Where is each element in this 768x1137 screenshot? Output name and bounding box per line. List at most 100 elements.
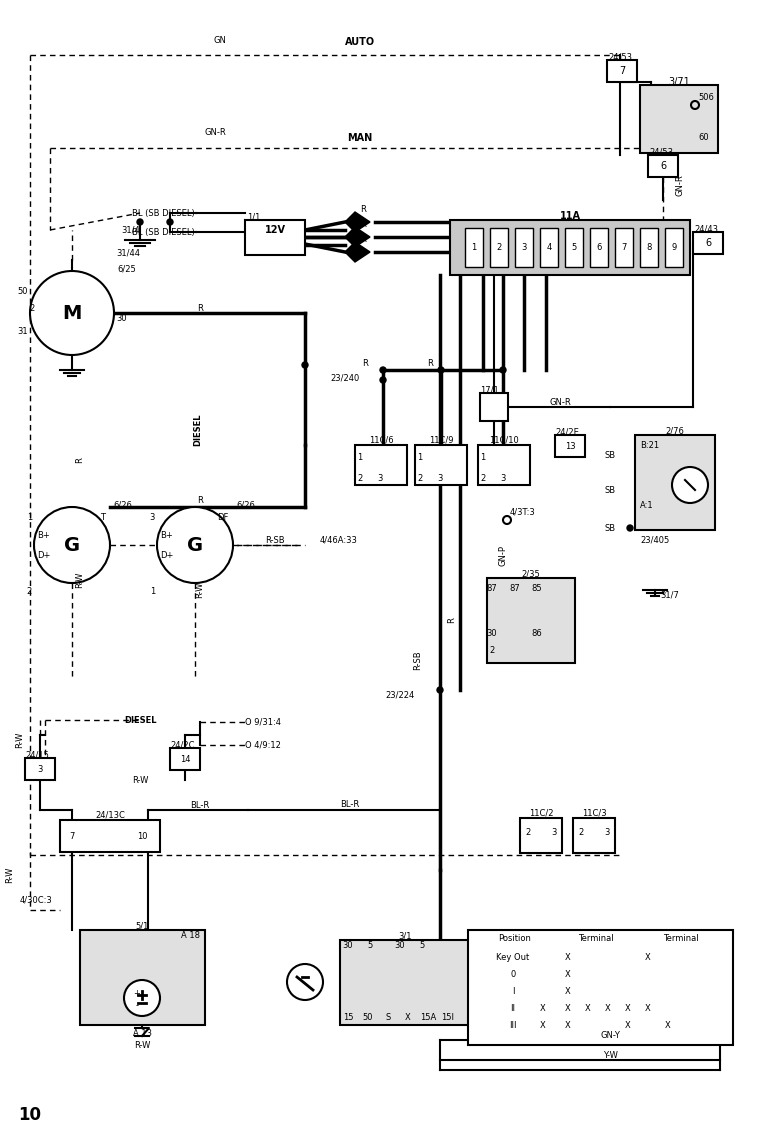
Bar <box>648 155 678 177</box>
Text: 85: 85 <box>531 583 542 592</box>
Text: 11C/3: 11C/3 <box>581 808 606 818</box>
Bar <box>540 229 558 267</box>
Text: 6: 6 <box>596 243 601 252</box>
Text: 3: 3 <box>150 513 155 522</box>
Text: 11C/6: 11C/6 <box>369 435 393 445</box>
Text: X: X <box>565 987 571 996</box>
Text: 1/1: 1/1 <box>247 213 260 222</box>
Text: R-W: R-W <box>5 866 15 883</box>
Text: 13: 13 <box>564 441 575 450</box>
Circle shape <box>157 507 233 583</box>
Text: 30: 30 <box>395 940 406 949</box>
Bar <box>693 232 723 254</box>
Text: DIESEL: DIESEL <box>124 715 156 724</box>
Circle shape <box>437 687 443 692</box>
Bar <box>450 219 690 275</box>
Bar <box>487 578 575 663</box>
Text: 3: 3 <box>500 473 505 482</box>
Text: 24/2E: 24/2E <box>555 428 579 437</box>
Polygon shape <box>345 211 370 232</box>
Text: S: S <box>386 1013 391 1021</box>
Text: BL (SB DIESEL): BL (SB DIESEL) <box>132 208 195 217</box>
Text: 50: 50 <box>362 1013 373 1021</box>
Text: R-SB: R-SB <box>265 536 285 545</box>
Text: X: X <box>645 1004 650 1013</box>
Text: +: + <box>134 988 141 997</box>
Polygon shape <box>345 227 370 247</box>
Text: 30: 30 <box>116 314 127 323</box>
Circle shape <box>438 367 444 373</box>
Text: 12V: 12V <box>264 225 286 235</box>
Text: R: R <box>360 219 366 229</box>
Text: 2: 2 <box>496 243 502 252</box>
Text: 6: 6 <box>660 161 666 171</box>
Text: 17/1: 17/1 <box>480 385 498 395</box>
Text: R: R <box>427 358 433 367</box>
Bar <box>355 445 407 485</box>
Text: 3/71: 3/71 <box>668 77 690 88</box>
Text: O 4/9:12: O 4/9:12 <box>245 740 281 749</box>
Text: X: X <box>565 953 571 962</box>
Text: 7: 7 <box>619 66 625 76</box>
Text: R: R <box>197 304 203 313</box>
Text: 5: 5 <box>571 243 577 252</box>
Text: R: R <box>197 496 203 505</box>
Text: 2/35: 2/35 <box>521 570 541 579</box>
Text: 3: 3 <box>604 828 610 837</box>
Text: B+: B+ <box>37 531 50 539</box>
Text: GN: GN <box>214 35 227 44</box>
Text: R-W: R-W <box>75 572 84 588</box>
Text: 30: 30 <box>487 629 498 638</box>
Text: 86: 86 <box>531 629 542 638</box>
Text: 2: 2 <box>417 473 422 482</box>
Text: 24/13C: 24/13C <box>95 811 125 820</box>
Bar <box>665 229 683 267</box>
Text: 3: 3 <box>437 473 442 482</box>
Text: 3: 3 <box>521 243 527 252</box>
Text: 31: 31 <box>18 326 28 335</box>
Text: X: X <box>406 1013 411 1021</box>
Bar <box>640 229 658 267</box>
Text: G: G <box>64 536 80 555</box>
Text: 6: 6 <box>705 238 711 248</box>
Text: SB: SB <box>604 485 616 495</box>
Text: 10: 10 <box>18 1106 41 1124</box>
Text: 15: 15 <box>343 1013 353 1021</box>
Circle shape <box>672 467 708 503</box>
Text: 23/240: 23/240 <box>331 373 360 382</box>
Text: Position: Position <box>498 933 531 943</box>
Text: R: R <box>75 457 84 463</box>
Circle shape <box>287 964 323 1001</box>
Text: 2: 2 <box>480 473 485 482</box>
Text: 4/3T:3: 4/3T:3 <box>510 507 536 516</box>
Text: 1: 1 <box>357 453 362 462</box>
Circle shape <box>137 219 143 225</box>
Text: X: X <box>585 1004 591 1013</box>
Circle shape <box>124 980 160 1016</box>
Text: 5/1: 5/1 <box>136 921 149 930</box>
Text: DF: DF <box>217 513 228 522</box>
Text: 7: 7 <box>621 243 627 252</box>
Text: D+: D+ <box>160 550 174 559</box>
Text: M: M <box>62 304 81 323</box>
Text: 1: 1 <box>480 453 485 462</box>
Text: 1: 1 <box>472 243 477 252</box>
Text: X: X <box>565 1021 571 1029</box>
Bar <box>490 229 508 267</box>
Text: A:1: A:1 <box>640 500 654 509</box>
Text: R-W: R-W <box>134 1040 151 1049</box>
Text: GN-R: GN-R <box>549 398 571 407</box>
Text: SB: SB <box>604 523 616 532</box>
Text: R-W: R-W <box>132 775 148 785</box>
Text: 24/53: 24/53 <box>608 52 632 61</box>
Bar <box>607 60 637 82</box>
Bar <box>478 445 530 485</box>
Text: 87: 87 <box>510 583 521 592</box>
Text: 10: 10 <box>137 831 148 840</box>
Text: 8: 8 <box>647 243 652 252</box>
Text: X: X <box>540 1004 546 1013</box>
Text: 24/43: 24/43 <box>694 224 718 233</box>
Text: 0: 0 <box>511 970 515 979</box>
Text: 1: 1 <box>417 453 422 462</box>
Text: DIESEL: DIESEL <box>194 414 203 446</box>
